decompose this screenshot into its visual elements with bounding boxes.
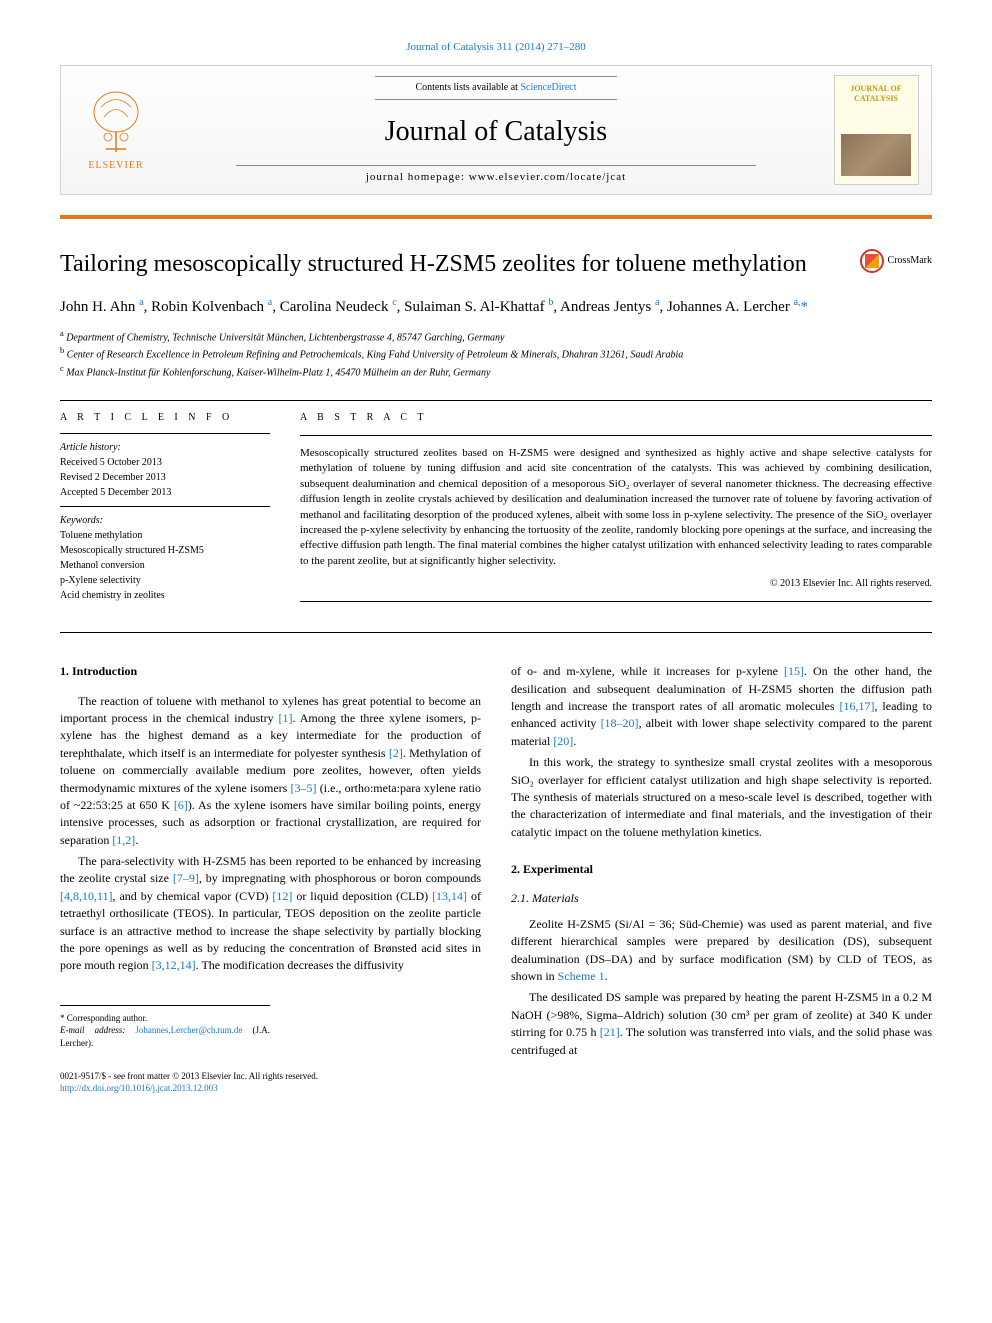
body-paragraph: The para-selectivity with H-ZSM5 has bee… bbox=[60, 853, 481, 975]
divider bbox=[60, 400, 932, 401]
body-paragraph: The desilicated DS sample was prepared b… bbox=[511, 989, 932, 1059]
keyword: Methanol conversion bbox=[60, 558, 270, 573]
section-heading: 1. Introduction bbox=[60, 663, 481, 680]
received-date: Received 5 October 2013 bbox=[60, 455, 270, 470]
journal-cover[interactable]: JOURNAL OF CATALYSIS bbox=[834, 75, 919, 185]
keywords-label: Keywords: bbox=[60, 513, 270, 528]
body-paragraph: of o- and m-xylene, while it increases f… bbox=[511, 663, 932, 750]
keyword: p-Xylene selectivity bbox=[60, 573, 270, 588]
crossmark-icon bbox=[860, 249, 884, 273]
revised-date: Revised 2 December 2013 bbox=[60, 470, 270, 485]
crossmark-badge[interactable]: CrossMark bbox=[860, 249, 932, 273]
keyword: Toluene methylation bbox=[60, 528, 270, 543]
banner-center: Contents lists available at ScienceDirec… bbox=[171, 66, 821, 194]
bottom-meta: 0021-9517/$ - see front matter © 2013 El… bbox=[60, 1070, 481, 1095]
cover-title: JOURNAL OF CATALYSIS bbox=[839, 84, 914, 103]
doi-link[interactable]: http://dx.doi.org/10.1016/j.jcat.2013.12… bbox=[60, 1083, 218, 1093]
left-column: 1. Introduction The reaction of toluene … bbox=[60, 663, 481, 1095]
history-label: Article history: bbox=[60, 440, 270, 455]
keyword: Mesoscopically structured H-ZSM5 bbox=[60, 543, 270, 558]
article-title: Tailoring mesoscopically structured H-ZS… bbox=[60, 249, 860, 280]
homepage-prefix: journal homepage: bbox=[366, 171, 469, 183]
body-paragraph: Zeolite H-ZSM5 (Si/Al = 36; Süd-Chemie) … bbox=[511, 916, 932, 986]
journal-name: Journal of Catalysis bbox=[385, 112, 607, 151]
affiliations: a Department of Chemistry, Technische Un… bbox=[60, 328, 932, 380]
keyword: Acid chemistry in zeolites bbox=[60, 588, 270, 603]
homepage-url[interactable]: www.elsevier.com/locate/jcat bbox=[469, 171, 626, 183]
journal-ref-link[interactable]: Journal of Catalysis 311 (2014) 271–280 bbox=[406, 41, 586, 53]
journal-banner: ELSEVIER Contents lists available at Sci… bbox=[60, 65, 932, 195]
orange-divider bbox=[60, 215, 932, 219]
accepted-date: Accepted 5 December 2013 bbox=[60, 485, 270, 500]
crossmark-label: CrossMark bbox=[888, 254, 932, 268]
abstract: A B S T R A C T Mesoscopically structure… bbox=[300, 411, 932, 612]
affiliation-c: c Max Planck-Institut für Kohlenforschun… bbox=[60, 363, 932, 380]
subsection-heading: 2.1. Materials bbox=[511, 890, 932, 907]
corresponding-author-block: * Corresponding author. E-mail address: … bbox=[60, 1005, 270, 1050]
issn-line: 0021-9517/$ - see front matter © 2013 El… bbox=[60, 1070, 481, 1083]
email-link[interactable]: Johannes.Lercher@ch.tum.de bbox=[135, 1025, 242, 1035]
sciencedirect-link[interactable]: ScienceDirect bbox=[520, 82, 576, 93]
affiliation-b: b Center of Research Excellence in Petro… bbox=[60, 345, 932, 362]
elsevier-logo[interactable]: ELSEVIER bbox=[71, 80, 161, 180]
authors-list: John H. Ahn a, Robin Kolvenbach a, Carol… bbox=[60, 295, 932, 319]
article-info-heading: A R T I C L E I N F O bbox=[60, 411, 270, 425]
body-paragraph: The reaction of toluene with methanol to… bbox=[60, 693, 481, 850]
cover-area: JOURNAL OF CATALYSIS bbox=[821, 66, 931, 194]
section-heading: 2. Experimental bbox=[511, 861, 932, 878]
elsevier-tree-icon bbox=[86, 87, 146, 157]
body-paragraph: In this work, the strategy to synthesize… bbox=[511, 754, 932, 841]
journal-homepage: journal homepage: www.elsevier.com/locat… bbox=[236, 165, 756, 185]
abstract-text: Mesoscopically structured zeolites based… bbox=[300, 446, 932, 569]
divider bbox=[60, 632, 932, 633]
affiliation-a: a Department of Chemistry, Technische Un… bbox=[60, 328, 932, 345]
publisher-name: ELSEVIER bbox=[88, 159, 143, 173]
journal-reference: Journal of Catalysis 311 (2014) 271–280 bbox=[0, 0, 992, 65]
abstract-heading: A B S T R A C T bbox=[300, 411, 932, 425]
corresponding-label: * Corresponding author. bbox=[60, 1012, 270, 1025]
cover-image bbox=[841, 134, 911, 177]
right-column: of o- and m-xylene, while it increases f… bbox=[511, 663, 932, 1095]
contents-prefix: Contents lists available at bbox=[415, 82, 520, 93]
contents-line: Contents lists available at ScienceDirec… bbox=[375, 76, 616, 100]
article-info: A R T I C L E I N F O Article history: R… bbox=[60, 411, 270, 612]
publisher-logo-area: ELSEVIER bbox=[61, 66, 171, 194]
abstract-copyright: © 2013 Elsevier Inc. All rights reserved… bbox=[300, 577, 932, 591]
email-label: E-mail address: bbox=[60, 1025, 135, 1035]
